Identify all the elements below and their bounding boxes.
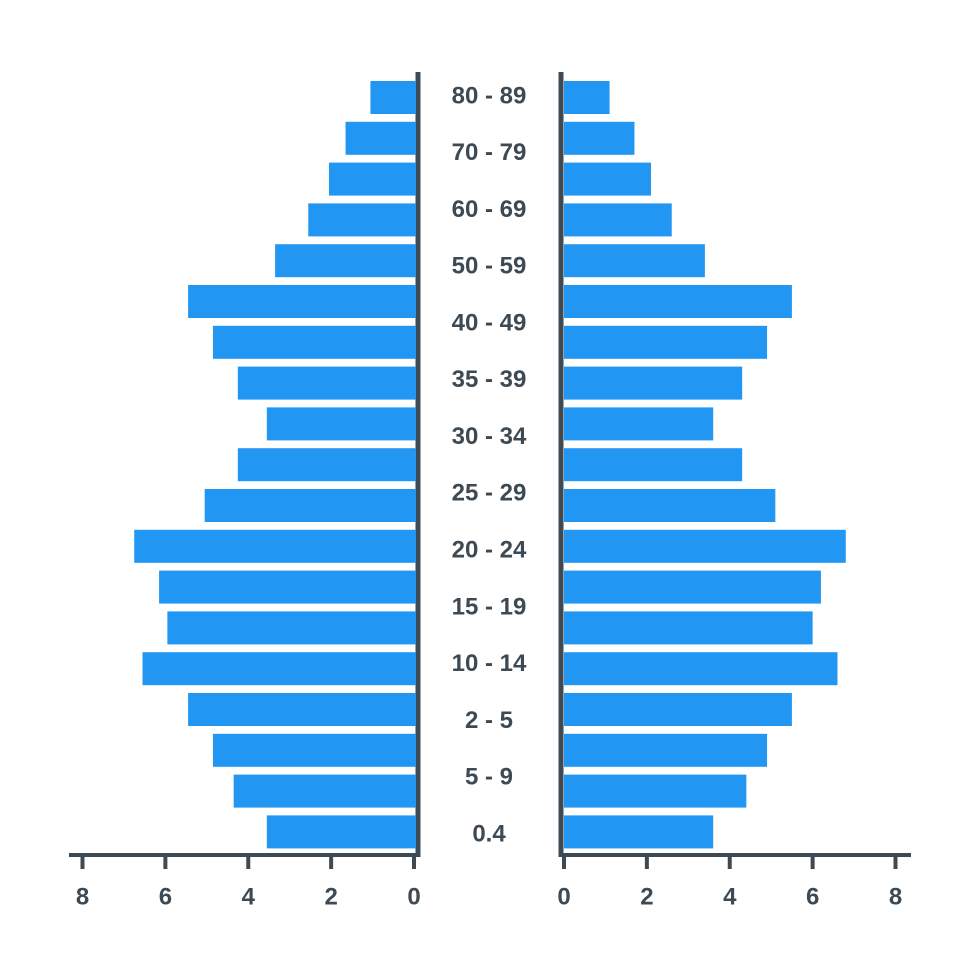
bar-left — [237, 366, 416, 400]
bar-right — [564, 611, 813, 645]
bar-right — [564, 81, 610, 114]
bar-right — [564, 774, 747, 808]
bar-right — [564, 570, 821, 604]
bar-left — [159, 570, 416, 604]
bar-left — [188, 285, 416, 318]
x-tick-label: 0 — [407, 883, 420, 910]
age-label: 25 - 29 — [452, 480, 527, 507]
x-tick-label: 6 — [159, 883, 172, 910]
bar-left — [142, 652, 417, 686]
bar-left — [266, 815, 416, 849]
age-label: 5 - 9 — [465, 764, 513, 791]
bar-right — [564, 448, 743, 482]
bar-right — [564, 162, 652, 196]
bar-right — [564, 203, 672, 237]
age-label: 20 - 24 — [452, 536, 527, 563]
bar-right — [564, 325, 768, 359]
age-label: 2 - 5 — [465, 707, 513, 734]
age-label: 35 - 39 — [452, 366, 527, 393]
age-label: 70 - 79 — [452, 139, 527, 166]
x-tick-label: 0 — [557, 883, 570, 910]
bar-left — [233, 774, 416, 808]
age-label: 0.4 — [472, 820, 506, 847]
age-label: 60 - 69 — [452, 196, 527, 223]
bar-left — [275, 244, 416, 278]
x-tick-label: 2 — [324, 883, 337, 910]
bar-right — [564, 693, 792, 726]
x-tick-label: 8 — [889, 883, 902, 910]
age-label: 10 - 14 — [452, 650, 527, 677]
x-tick-label: 6 — [806, 883, 819, 910]
bar-left — [204, 489, 416, 522]
bar-left — [188, 693, 416, 726]
bar-right — [564, 366, 743, 400]
bar-left — [212, 733, 416, 767]
bar-left — [266, 407, 416, 441]
bar-right — [564, 407, 714, 441]
bar-right — [564, 489, 776, 522]
bar-right — [564, 529, 846, 563]
bar-right — [564, 121, 635, 155]
bar-left — [134, 529, 416, 563]
bar-right — [564, 733, 768, 767]
x-tick-label: 8 — [76, 883, 89, 910]
bar-left — [212, 325, 416, 359]
bar-left — [328, 162, 416, 196]
x-tick-label: 4 — [723, 883, 737, 910]
bar-left — [237, 448, 416, 482]
x-tick-label: 2 — [640, 883, 653, 910]
bar-right — [564, 244, 705, 278]
bar-left — [345, 121, 416, 155]
x-tick-label: 4 — [242, 883, 256, 910]
age-label: 40 - 49 — [452, 309, 527, 336]
age-label: 30 - 34 — [452, 423, 527, 450]
age-label: 15 - 19 — [452, 593, 527, 620]
bar-right — [564, 815, 714, 849]
age-label: 80 - 89 — [452, 82, 527, 109]
age-label: 50 - 59 — [452, 253, 527, 280]
bar-left — [167, 611, 416, 645]
bar-right — [564, 285, 792, 318]
bar-left — [308, 203, 416, 237]
bar-right — [564, 652, 838, 686]
bar-left — [370, 81, 416, 114]
